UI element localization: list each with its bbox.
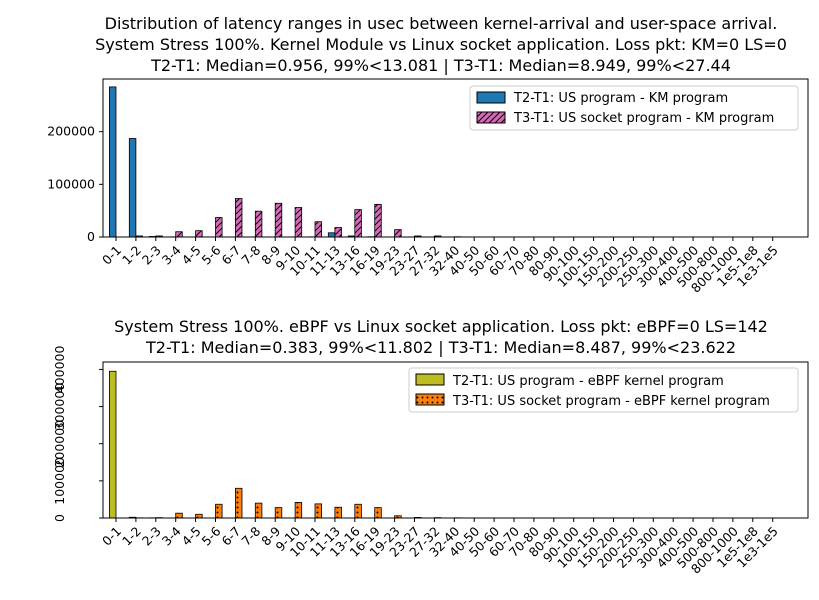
top-bar-series1-11-13 [334,227,342,238]
top-bar-series1-7-8 [254,210,263,238]
top-bar-series1-16-19 [374,203,382,238]
top-legend-label-km: T2-T1: US program - KM program [513,91,728,106]
top-legend-box [469,85,799,131]
top-bar-series1-5-6 [215,217,223,238]
top-bar-series0-0-1 [109,86,117,238]
top-legend-swatch-km [476,91,506,104]
bottom-bar-series1-11-13 [334,506,342,519]
top-bar-series1-8-9 [274,202,283,238]
bottom-ytick-label-200000: 200000 [52,420,67,468]
bottom-chart-title-line-1: System Stress 100%. eBPF vs Linux socket… [114,317,768,336]
bottom-ytick-label-100000: 100000 [52,457,67,505]
bottom-bar-series1-9-10 [294,501,303,519]
bottom-plot-frame [102,361,809,519]
bottom-bar-series1-5-6 [215,503,223,519]
bottom-bar-series1-3-4 [175,512,183,519]
top-bar-series1-19-23 [394,229,402,238]
bottom-bar-series1-8-9 [274,507,283,519]
bottom-bar-series1-13-16 [354,503,362,519]
top-chart-title-line-3: T2-T1: Median=0.956, 99%<13.081 | T3-T1:… [150,56,731,75]
bottom-bar-series1-6-7 [234,487,243,519]
top-ytick-label-0: 0 [87,229,95,244]
bottom-legend: T2-T1: US program - eBPF kernel program … [408,367,799,413]
top-plot-frame [102,78,809,238]
top-bar-series1-13-16 [354,209,362,238]
bottom-legend-swatch-ebpf [415,373,445,386]
bottom-bar-series1-7-8 [254,502,263,519]
bottom-chart: System Stress 100%. eBPF vs Linux socket… [52,317,809,577]
bottom-bar-series0-0-1 [109,370,117,519]
top-bar-series1-4-5 [195,230,203,238]
bottom-legend-box [408,367,799,413]
top-ytick-label-200000: 200000 [47,124,95,139]
top-bar-series1-9-10 [294,207,303,238]
top-legend: T2-T1: US program - KM program T3-T1: US… [469,85,799,131]
bottom-ytick-label-0: 0 [52,514,67,522]
top-bar-series0-1-2 [128,138,137,238]
top-chart: Distribution of latency ranges in usec b… [47,14,809,296]
top-bar-series1-10-11 [314,221,322,238]
top-legend-label-socket: T3-T1: US socket program - KM program [513,111,774,126]
bottom-ytick-label-400000: 400000 [52,346,67,394]
bottom-legend-label-ebpf: T2-T1: US program - eBPF kernel program [452,374,724,389]
top-bar-series0-11-13 [327,232,336,238]
bottom-bar-series1-10-11 [314,503,322,519]
bottom-bar-series1-4-5 [195,513,203,519]
top-legend-swatch-socket [476,111,506,124]
top-bar-series1-3-4 [175,231,183,238]
bottom-legend-swatch-socket [415,393,445,406]
top-bar-series1-6-7 [234,198,243,238]
top-ytick-label-100000: 100000 [47,176,95,191]
top-chart-title-line-1: Distribution of latency ranges in usec b… [105,14,778,33]
bottom-ytick-label-300000: 300000 [52,383,67,431]
top-chart-title-line-2: System Stress 100%. Kernel Module vs Lin… [95,35,787,54]
bottom-bar-series1-16-19 [374,507,382,519]
bottom-chart-title-line-2: T2-T1: Median=0.383, 99%<11.802 | T3-T1:… [145,338,736,357]
bottom-legend-label-socket: T3-T1: US socket program - eBPF kernel p… [452,394,770,409]
